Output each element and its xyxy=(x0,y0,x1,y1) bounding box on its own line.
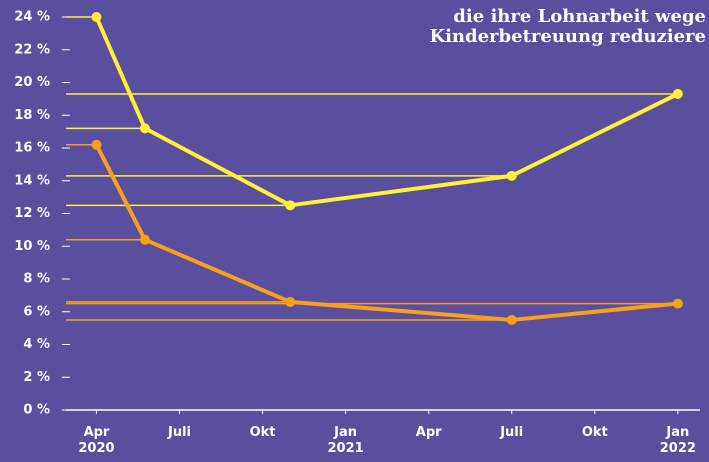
data-point xyxy=(91,12,101,22)
data-point xyxy=(140,235,150,245)
y-tick-label: 22 % xyxy=(14,42,50,57)
data-point xyxy=(285,200,295,210)
y-tick-label: 18 % xyxy=(14,108,50,123)
y-tick-label: 8 % xyxy=(23,272,50,287)
y-tick-label: 16 % xyxy=(14,141,50,156)
data-point xyxy=(673,89,683,99)
data-point xyxy=(91,140,101,150)
data-point xyxy=(140,123,150,133)
y-tick-label: 20 % xyxy=(14,75,50,90)
y-tick-label: 10 % xyxy=(14,239,50,254)
x-tick-label: Apr xyxy=(416,425,442,440)
y-tick-label: 6 % xyxy=(23,304,50,319)
x-tick-label: Okt xyxy=(582,425,608,440)
y-tick-label: 14 % xyxy=(14,173,50,188)
y-tick-label: 2 % xyxy=(23,370,50,385)
background xyxy=(0,0,709,462)
x-tick-label: Juli xyxy=(499,425,523,440)
data-point xyxy=(507,315,517,325)
y-tick-label: 24 % xyxy=(14,10,50,25)
x-tick-label: Okt xyxy=(250,425,276,440)
data-point xyxy=(285,297,295,307)
y-tick-label: 4 % xyxy=(23,337,50,352)
data-point xyxy=(673,299,683,309)
page: {"chart_data": {"type": "line", "title_l… xyxy=(0,0,709,462)
chart-title: die ihre Lohnarbeit wege xyxy=(453,6,706,27)
chart-title: Kinderbetreuung reduziere xyxy=(429,26,706,47)
chart: die ihre Lohnarbeit wegeKinderbetreuung … xyxy=(0,0,709,462)
data-point xyxy=(507,171,517,181)
y-tick-label: 0 % xyxy=(23,403,50,418)
y-tick-label: 12 % xyxy=(14,206,50,221)
x-tick-label: Juli xyxy=(167,425,191,440)
